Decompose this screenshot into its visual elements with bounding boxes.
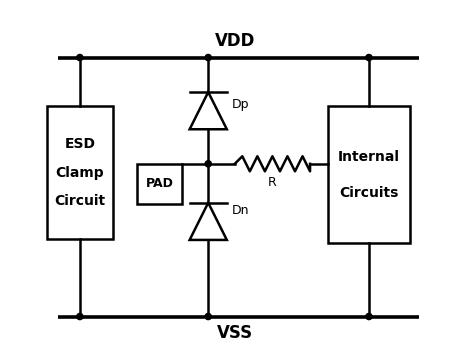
Polygon shape: [190, 203, 227, 240]
Text: Dp: Dp: [232, 98, 250, 110]
Text: R: R: [268, 176, 277, 189]
Text: PAD: PAD: [146, 177, 173, 190]
Text: Circuit: Circuit: [55, 195, 105, 208]
Circle shape: [205, 313, 211, 319]
Circle shape: [366, 54, 372, 61]
Circle shape: [205, 54, 211, 61]
Bar: [137, 164, 182, 204]
Text: Clamp: Clamp: [55, 166, 104, 180]
Bar: [328, 106, 410, 244]
Polygon shape: [190, 92, 227, 129]
Circle shape: [77, 313, 83, 319]
Circle shape: [77, 54, 83, 61]
Text: Circuits: Circuits: [339, 185, 398, 200]
Text: VSS: VSS: [217, 325, 253, 342]
Text: ESD: ESD: [64, 137, 95, 151]
Bar: [46, 106, 113, 239]
Circle shape: [205, 161, 211, 167]
Text: VDD: VDD: [215, 32, 255, 50]
Circle shape: [366, 313, 372, 319]
Text: Internal: Internal: [337, 150, 400, 164]
Text: Dn: Dn: [232, 204, 250, 217]
